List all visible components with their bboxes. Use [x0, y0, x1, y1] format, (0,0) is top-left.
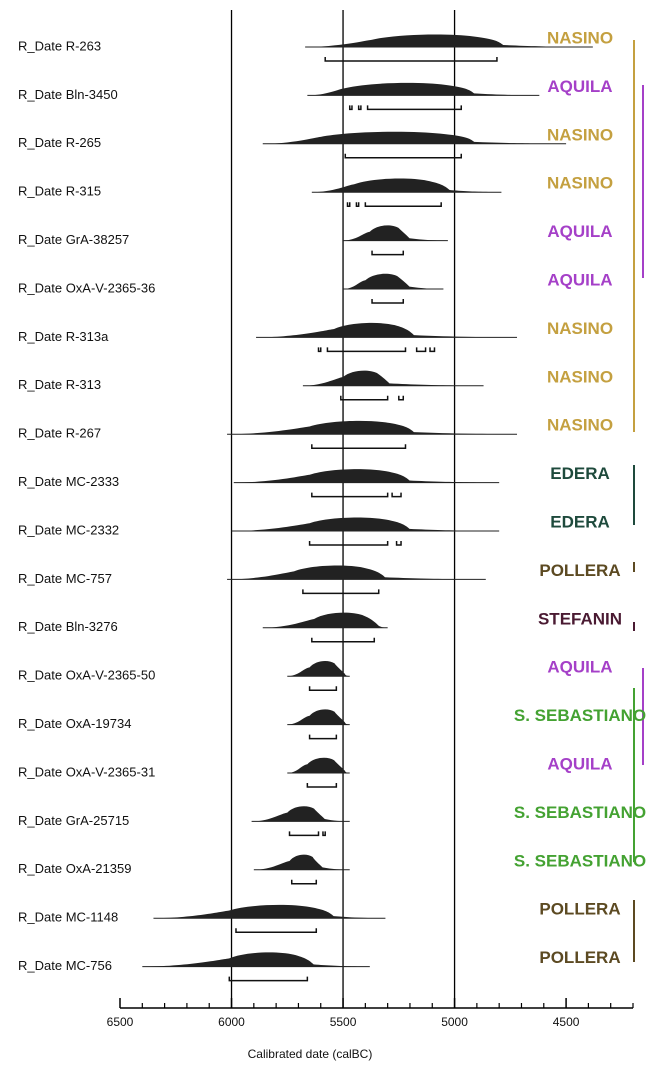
hpd-bracket [308, 686, 338, 691]
sample-label: R_Date OxA-21359 [18, 861, 131, 876]
distribution [262, 131, 567, 144]
hpd-bracket [290, 879, 318, 885]
hpd-bracket [346, 202, 351, 207]
distribution [262, 612, 388, 628]
sample-label: R_Date R-313 [18, 377, 101, 392]
hpd-bracket [308, 541, 389, 546]
sample-label: R_Date Bln-3276 [18, 619, 118, 634]
culture-label: NASINO [547, 367, 613, 386]
sample-label: R_Date MC-1148 [18, 910, 118, 925]
distribution [153, 904, 386, 919]
distribution [343, 273, 444, 289]
distribution [231, 517, 500, 531]
group-bars [633, 40, 644, 962]
hpd-bracket [355, 202, 360, 207]
culture-label: S. SEBASTIANO [514, 851, 646, 870]
distribution [311, 178, 502, 193]
hpd-bracket [326, 347, 407, 353]
distribution [227, 420, 518, 435]
hpd-bracket [415, 347, 427, 353]
sample-label: R_Date R-313a [18, 329, 109, 344]
hpd-bracket [308, 734, 338, 740]
x-tick-label: 4500 [553, 1015, 580, 1029]
hpd-bracket [324, 57, 498, 62]
distribution [302, 370, 484, 386]
sample-label: R_Date OxA-V-2365-36 [18, 280, 155, 295]
hpd-bracket [429, 347, 436, 353]
hpd-bracket [371, 250, 405, 256]
hpd-bracket [398, 395, 405, 401]
sample-label: R_Date MC-2333 [18, 474, 119, 489]
hpd-bracket [311, 444, 407, 449]
culture-label: AQUILA [547, 270, 612, 289]
distribution [253, 854, 350, 870]
sample-label: R_Date MC-757 [18, 571, 112, 586]
hpd-bracket [302, 589, 380, 595]
distribution [233, 469, 500, 483]
culture-label: NASINO [547, 28, 613, 47]
sample-label: R_Date OxA-V-2365-50 [18, 668, 155, 683]
hpd-bracket [344, 153, 463, 159]
culture-label: EDERA [550, 512, 610, 531]
culture-label: EDERA [550, 464, 610, 483]
distribution [307, 82, 540, 96]
distribution [287, 757, 350, 773]
culture-label: AQUILA [547, 754, 612, 773]
hpd-bracket [311, 492, 389, 498]
sample-label: R_Date R-263 [18, 38, 101, 53]
culture-label: POLLERA [539, 561, 620, 580]
hpd-bracket [366, 105, 463, 111]
culture-label: AQUILA [547, 222, 612, 241]
sample-label: R_Date R-265 [18, 135, 101, 150]
culture-label: S. SEBASTIANO [514, 706, 646, 725]
x-tick-label: 6000 [218, 1015, 245, 1029]
culture-label: NASINO [547, 174, 613, 193]
hpd-bracket [322, 831, 326, 837]
distribution [287, 661, 350, 677]
distribution [256, 322, 518, 338]
culture-label: POLLERA [539, 900, 620, 919]
x-axis-title: Calibrated date (calBC) [248, 1047, 373, 1061]
hpd-bracket [395, 541, 402, 546]
distribution [287, 709, 350, 725]
x-tick-label: 6500 [107, 1015, 134, 1029]
culture-label: AQUILA [547, 77, 612, 96]
culture-label: NASINO [547, 125, 613, 144]
hpd-bracket [391, 492, 402, 498]
distribution [251, 806, 350, 822]
hpd-bracket [228, 976, 309, 982]
sample-label: R_Date Bln-3450 [18, 87, 118, 102]
hpd-bracket [311, 637, 376, 643]
hpd-bracket [235, 928, 318, 933]
distribution [142, 952, 370, 967]
sample-label: R_Date R-267 [18, 426, 101, 441]
culture-label: POLLERA [539, 948, 620, 967]
sample-label: R_Date GrA-38257 [18, 232, 129, 247]
x-tick-label: 5500 [330, 1015, 357, 1029]
culture-label: NASINO [547, 319, 613, 338]
sample-label: R_Date OxA-V-2365-31 [18, 764, 155, 779]
culture-label: NASINO [547, 416, 613, 435]
hpd-bracket [340, 395, 389, 401]
distribution [343, 225, 448, 241]
hpd-bracket [357, 105, 362, 111]
distribution [305, 34, 593, 47]
culture-label: S. SEBASTIANO [514, 803, 646, 822]
sample-label: R_Date MC-756 [18, 958, 112, 973]
hpd-bracket [288, 831, 320, 837]
sample-label: R_Date MC-2332 [18, 522, 119, 537]
culture-label: STEFANIN [538, 609, 622, 628]
hpd-bracket [317, 347, 322, 353]
sample-label: R_Date OxA-19734 [18, 716, 131, 731]
hpd-bracket [364, 202, 442, 207]
hpd-bracket [371, 299, 405, 304]
distribution [227, 565, 486, 580]
sample-label: R_Date GrA-25715 [18, 813, 129, 828]
culture-label: AQUILA [547, 658, 612, 677]
hpd-bracket [348, 105, 353, 111]
hpd-bracket [306, 783, 338, 788]
x-tick-label: 5000 [441, 1015, 468, 1029]
sample-label: R_Date R-315 [18, 184, 101, 199]
